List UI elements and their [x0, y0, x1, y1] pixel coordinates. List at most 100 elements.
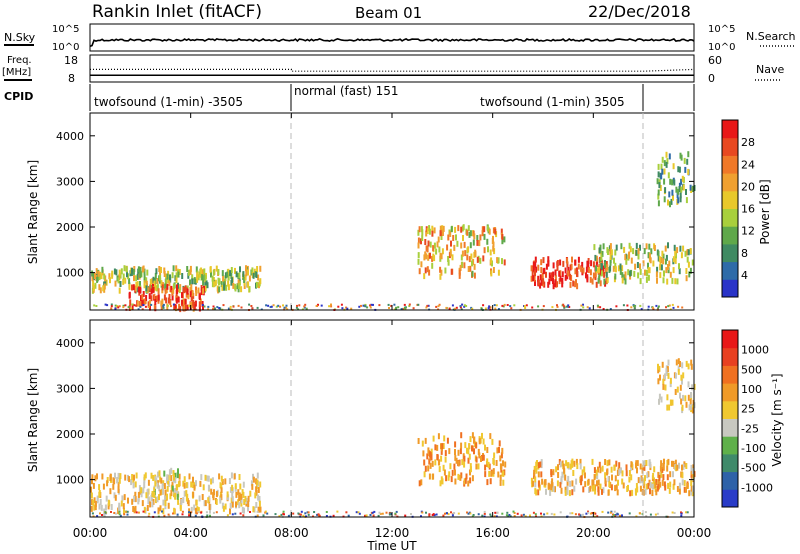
- heatmap-cell: [110, 504, 113, 510]
- heatmap-cell: [471, 515, 474, 518]
- cpid-label: CPID: [4, 90, 33, 103]
- heatmap-cell: [569, 512, 572, 515]
- heatmap-cell: [659, 374, 661, 381]
- heatmap-cell: [600, 263, 603, 269]
- heatmap-cell: [459, 448, 462, 455]
- heatmap-cell: [98, 484, 101, 491]
- heatmap-cell: [463, 304, 466, 307]
- ytick-label: 3000: [56, 175, 84, 188]
- heatmap-cell: [298, 304, 301, 307]
- heatmap-cell: [496, 511, 499, 514]
- heatmap-cell: [303, 305, 306, 308]
- heatmap-cell: [139, 266, 142, 273]
- heatmap-cell: [475, 456, 478, 463]
- heatmap-cell: [189, 301, 192, 308]
- heatmap-cell: [639, 304, 642, 307]
- heatmap-cell: [643, 248, 646, 255]
- heatmap-cell: [643, 489, 645, 496]
- heatmap-cell: [593, 474, 596, 480]
- heatmap-cell: [128, 283, 131, 290]
- heatmap-cell: [143, 482, 146, 489]
- heatmap-cell: [211, 477, 214, 484]
- heatmap-cell: [134, 481, 137, 488]
- heatmap-cell: [215, 511, 218, 514]
- heatmap-cell: [131, 474, 134, 480]
- heatmap-cell: [159, 489, 162, 496]
- heatmap-cell: [599, 280, 602, 287]
- heatmap-cell: [218, 307, 221, 309]
- heatmap-cell: [203, 305, 206, 308]
- heatmap-cell: [94, 500, 97, 507]
- heatmap-cell: [162, 508, 165, 515]
- heatmap-cell: [648, 243, 651, 250]
- heatmap-cell: [183, 482, 186, 489]
- heatmap-cell: [452, 235, 455, 241]
- heatmap-cell: [106, 304, 109, 307]
- heatmap-cell: [94, 504, 97, 511]
- heatmap-cell: [628, 251, 631, 258]
- heatmap-cell: [677, 358, 680, 365]
- heatmap-cell: [463, 262, 466, 269]
- heatmap-cell: [141, 308, 144, 311]
- heatmap-cell: [167, 513, 170, 516]
- heatmap-cell: [575, 267, 578, 274]
- heatmap-cell: [156, 278, 159, 284]
- heatmap-cell: [100, 273, 103, 280]
- heatmap-cell: [421, 440, 424, 447]
- heatmap-cell: [672, 306, 675, 309]
- heatmap-cell: [458, 269, 461, 276]
- heatmap-cell: [627, 269, 630, 276]
- heatmap-cell: [657, 471, 660, 478]
- heatmap-cell: [672, 163, 675, 170]
- heatmap-cell: [192, 302, 195, 309]
- heatmap-cell: [132, 506, 135, 512]
- heatmap-cell: [629, 270, 632, 277]
- heatmap-cell: [480, 307, 483, 310]
- heatmap-cell: [507, 514, 510, 517]
- heatmap-cell: [96, 276, 99, 283]
- heatmap-cell: [560, 487, 563, 494]
- heatmap-cell: [107, 499, 110, 506]
- ytick-label: 1000: [56, 474, 84, 487]
- colorbar-tick: 25: [741, 403, 755, 416]
- heatmap-cell: [505, 514, 508, 517]
- heatmap-cell: [614, 485, 617, 492]
- heatmap-cell: [591, 458, 594, 465]
- heatmap-cell: [128, 291, 131, 298]
- heatmap-cell: [158, 494, 160, 501]
- heatmap-cell: [595, 281, 598, 288]
- heatmap-cell: [643, 464, 646, 471]
- heatmap-cell: [534, 513, 537, 516]
- heatmap-cell: [619, 268, 622, 275]
- heatmap-cell: [691, 186, 694, 192]
- heatmap-cell: [442, 225, 445, 232]
- heatmap-cell: [610, 249, 613, 256]
- heatmap-cell: [559, 481, 562, 488]
- heatmap-cell: [147, 301, 150, 308]
- heatmap-cell: [229, 305, 232, 308]
- heatmap-cell: [610, 466, 613, 473]
- heatmap-cell: [432, 473, 435, 480]
- heatmap-cell: [545, 271, 547, 278]
- heatmap-cell: [240, 493, 243, 500]
- xtick-label: 00:00: [677, 526, 712, 540]
- colorbar-tick: 20: [741, 180, 755, 193]
- heatmap-cell: [680, 398, 683, 405]
- heatmap-cell: [661, 361, 664, 368]
- heatmap-cell: [471, 475, 474, 482]
- heatmap-cell: [554, 486, 556, 493]
- heatmap-cell: [130, 307, 133, 310]
- heatmap-cell: [108, 273, 111, 280]
- heatmap-cell: [685, 268, 688, 274]
- heatmap-cell: [676, 486, 679, 492]
- heatmap-cell: [686, 256, 689, 263]
- heatmap-cell: [212, 269, 215, 276]
- heatmap-cell: [440, 448, 443, 455]
- heatmap-cell: [494, 511, 497, 514]
- heatmap-cell: [659, 481, 662, 488]
- heatmap-cell: [104, 504, 107, 511]
- colorbar-tick: -500: [741, 462, 766, 475]
- heatmap-cell: [172, 512, 174, 515]
- heatmap-cell: [624, 278, 627, 285]
- heatmap-cell: [595, 261, 598, 267]
